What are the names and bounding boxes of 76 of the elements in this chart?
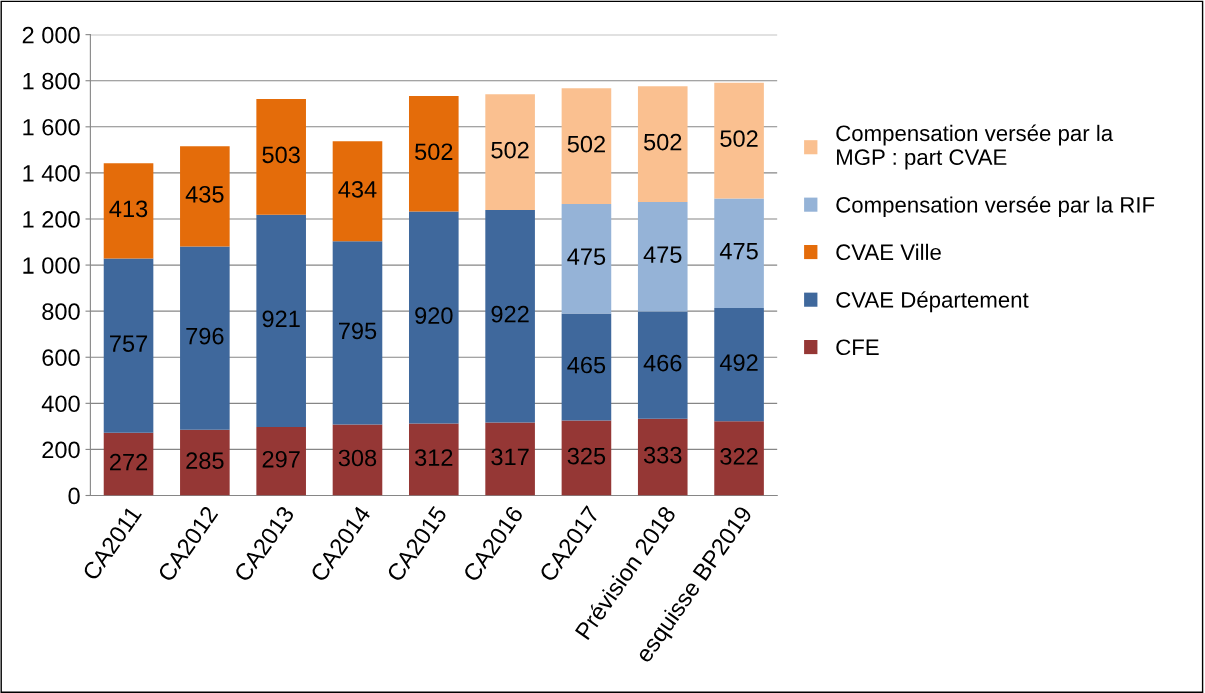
bar: [180, 146, 230, 247]
data-label: 475: [643, 246, 682, 263]
bar: [332, 141, 383, 242]
data-label: 757: [110, 335, 148, 352]
data-label: 502: [720, 130, 758, 147]
y-tick-label: 400: [41, 395, 80, 413]
bar: [714, 82, 764, 199]
data-label: 795: [339, 322, 377, 340]
y-tick-label: 1 600: [23, 118, 80, 136]
data-label: 413: [109, 200, 148, 218]
data-label: 434: [338, 180, 377, 198]
data-label: 502: [567, 135, 605, 153]
bar: [561, 420, 612, 496]
bar: [637, 311, 688, 419]
y-tick-label: 800: [42, 303, 80, 320]
bar: [409, 211, 459, 424]
data-label: 325: [567, 447, 606, 465]
data-label: 322: [720, 448, 758, 465]
data-label: 921: [262, 310, 300, 328]
data-label: 465: [567, 356, 606, 374]
bar: [637, 201, 688, 312]
bar: [561, 313, 612, 421]
bar: [409, 95, 459, 212]
y-tick-label: 1 200: [23, 211, 80, 228]
data-label: 503: [262, 146, 300, 164]
bar: [180, 429, 230, 496]
bar: [561, 204, 612, 314]
y-tick-label: 1 000: [23, 257, 80, 274]
data-label: 333: [643, 446, 682, 464]
bar: [561, 88, 612, 205]
data-label: 297: [262, 450, 300, 468]
data-label: 796: [186, 327, 224, 345]
bar: [256, 214, 306, 428]
data-label: 272: [110, 453, 148, 471]
y-tick-label: 600: [42, 349, 80, 367]
data-label: 317: [491, 448, 529, 466]
legend-label: CFE: [836, 339, 879, 356]
legend-label: Compensation versée par la MGP : part CVAE: [836, 124, 1114, 170]
y-tick-label: 0: [68, 487, 80, 505]
legend-label: Compensation versée par la RIF: [836, 196, 1155, 218]
bar: [485, 94, 535, 210]
data-label: 466: [643, 354, 682, 372]
bar: [256, 98, 306, 215]
data-label: 502: [644, 133, 682, 151]
bar: [714, 307, 764, 422]
bar: [256, 427, 306, 496]
bar: [103, 258, 154, 433]
bar: [103, 432, 154, 496]
bar: [409, 423, 459, 496]
bar: [103, 163, 154, 259]
bar: [332, 424, 383, 496]
bar: [714, 421, 764, 496]
data-label: 502: [491, 141, 529, 159]
legend-label: CVAE Ville: [836, 243, 941, 261]
data-label: 285: [186, 452, 224, 469]
data-label: 502: [415, 143, 453, 161]
bar: [180, 246, 230, 430]
bar: [485, 422, 535, 496]
data-label: 922: [491, 305, 529, 323]
bar: [714, 198, 764, 308]
y-tick-label: 1 400: [23, 164, 80, 182]
data-label: 308: [338, 449, 377, 467]
bar: [332, 241, 383, 425]
bar: [637, 86, 688, 202]
data-label: 475: [719, 243, 758, 260]
y-tick-label: 200: [42, 441, 80, 459]
data-label: 920: [415, 307, 453, 324]
data-label: 312: [415, 449, 453, 466]
y-tick-label: 2 000: [22, 26, 80, 44]
data-label: 435: [185, 185, 224, 203]
data-label: 475: [567, 248, 606, 266]
data-label: 492: [719, 354, 758, 371]
legend-label: CVAE Département: [836, 291, 1029, 313]
bar: [485, 210, 535, 423]
y-tick-label: 1 800: [23, 72, 80, 90]
bar: [637, 418, 688, 496]
